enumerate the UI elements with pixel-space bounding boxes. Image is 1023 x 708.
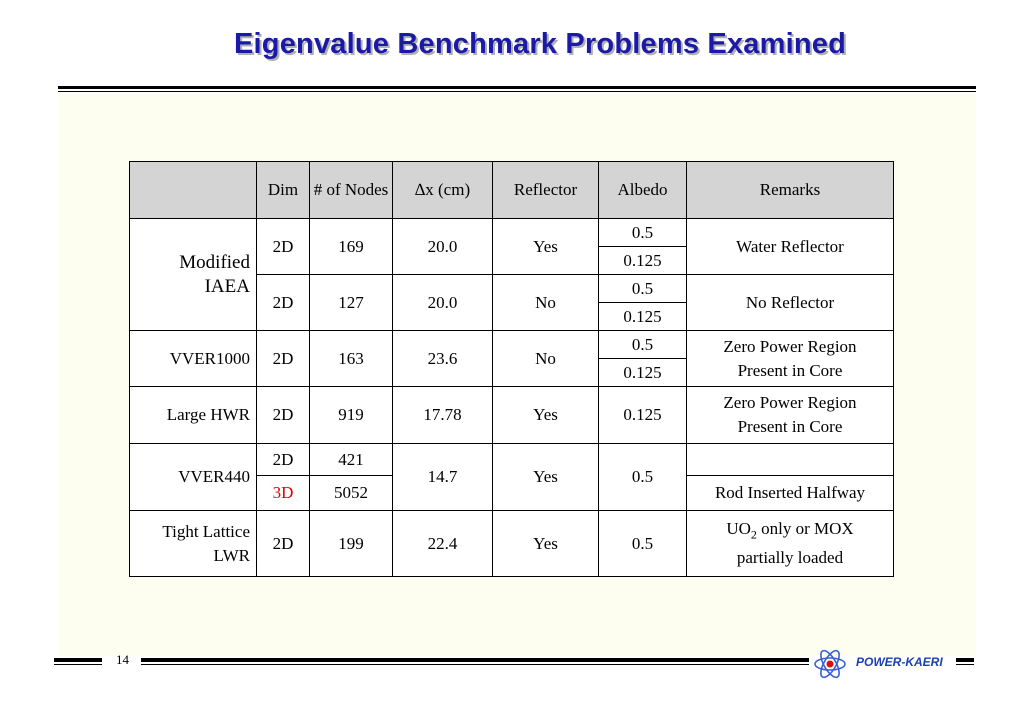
albedo-cell: 0.125 [598,302,687,331]
problem-name-text: Modified IAEA [179,251,250,297]
table-row: Tight Lattice LWR 2D 199 22.4 Yes 0.5 UO… [129,510,894,577]
albedo-cell: 0.5 [598,510,687,577]
dx-cell: 17.78 [392,386,493,444]
footer-rule-middle [141,658,809,662]
table-row: 3D 5052 Rod Inserted Halfway [130,475,894,511]
remarks-cell: No Reflector [686,274,894,331]
dx-cell: 22.4 [392,510,493,577]
reflector-cell: No [492,330,599,387]
remarks-subscript: 2 [750,527,757,542]
albedo-cell: 0.5 [598,218,687,247]
remarks-text: only or MOX [756,518,854,538]
footer-rule-left [54,658,102,662]
table-row: Large HWR 2D 919 17.78 Yes 0.125 Zero Po… [129,386,894,444]
remarks-line: Zero Power Region [723,336,857,356]
remarks-line: Present in Core [737,417,843,436]
header-row: Dim # of Nodes ∆x (cm) Reflector Albedo … [129,161,894,219]
table-row: 2D 127 20.0 No 0.5 No Reflector [130,274,894,331]
dim-cell: 2D [256,443,310,476]
remarks-cell-empty [686,443,894,476]
remarks-cell: Zero Power Region Present in Core [686,386,894,444]
reflector-cell: No [492,274,599,331]
header-reflector: Reflector [492,161,599,219]
problem-name-line: Tight Lattice [162,521,250,541]
title-divider-thin [58,91,976,92]
problem-name-tight-lattice: Tight Lattice LWR [129,510,257,577]
reflector-cell: Yes [492,510,599,577]
remarks-cell: Zero Power Region Present in Core [686,330,894,387]
footer-rule-left-thin [54,664,102,665]
benchmark-table: Dim # of Nodes ∆x (cm) Reflector Albedo … [129,161,894,577]
header-albedo: Albedo [598,161,687,219]
remarks-line: Present in Core [737,360,843,380]
table-row: VVER1000 2D 163 23.6 No 0.5 Zero Power R… [129,330,894,387]
albedo-cell: 0.5 [598,330,687,359]
albedo-cell: 0.5 [598,443,687,511]
brand-label: POWER-KAERI [856,655,943,669]
problem-name-line: LWR [213,545,250,565]
table-row: VVER440 2D 421 14.7 Yes 0.5 [129,443,894,511]
dx-cell: 14.7 [392,443,493,511]
table-row: 0.125 [130,358,894,387]
albedo-cell: 0.125 [598,246,687,275]
dim-cell: 2D [256,386,310,444]
dx-cell: 20.0 [392,274,493,331]
problem-name-vver440: VVER440 [129,443,257,511]
dim-cell: 2D [256,510,310,577]
dx-cell: 20.0 [392,218,493,275]
nodes-cell: 5052 [309,475,393,511]
remarks-text: UO [726,518,751,538]
atom-logo-icon [814,649,846,679]
reflector-cell: Yes [492,218,599,275]
footer-rule-right [956,658,974,662]
problem-name-hwr: Large HWR [129,386,257,444]
header-dx: ∆x (cm) [392,161,493,219]
remarks-line: UO2 only or MOX [687,517,893,546]
header-blank [129,161,257,219]
dim-cell-3d: 3D [256,475,310,511]
header-dim: Dim [256,161,310,219]
problem-name-iaea: Modified IAEA [129,218,257,331]
dim-cell: 2D [256,218,310,275]
nodes-cell: 919 [309,386,393,444]
albedo-cell: 0.125 [598,358,687,387]
albedo-cell: 0.125 [598,386,687,444]
nodes-cell: 127 [309,274,393,331]
problem-name-vver1000: VVER1000 [129,330,257,387]
dim-cell: 2D [256,330,310,387]
slide-title: Eigenvalue Benchmark Problems Examined [234,28,846,60]
dim-cell: 2D [256,274,310,331]
albedo-cell: 0.5 [598,274,687,303]
dx-cell: 23.6 [392,330,493,387]
footer-rule-middle-thin [141,664,809,665]
reflector-cell: Yes [492,443,599,511]
remarks-cell: Rod Inserted Halfway [686,475,894,511]
nodes-cell: 163 [309,330,393,387]
header-nodes: # of Nodes [309,161,393,219]
remarks-cell: UO2 only or MOX partially loaded [686,510,894,577]
page-number: 14 [116,652,129,667]
nodes-cell: 199 [309,510,393,577]
header-remarks: Remarks [686,161,894,219]
table-row: Modified IAEA 2D 169 20.0 Yes 0.5 Water … [129,218,894,331]
table-row: 0.125 [130,246,894,275]
remarks-line: Zero Power Region [723,393,857,412]
remarks-cell: Water Reflector [686,218,894,275]
nodes-cell: 421 [309,443,393,476]
title-divider [58,86,976,89]
nodes-cell: 169 [309,218,393,275]
remarks-line: partially loaded [736,548,844,568]
footer-rule-right-thin [956,664,974,665]
reflector-cell: Yes [492,386,599,444]
